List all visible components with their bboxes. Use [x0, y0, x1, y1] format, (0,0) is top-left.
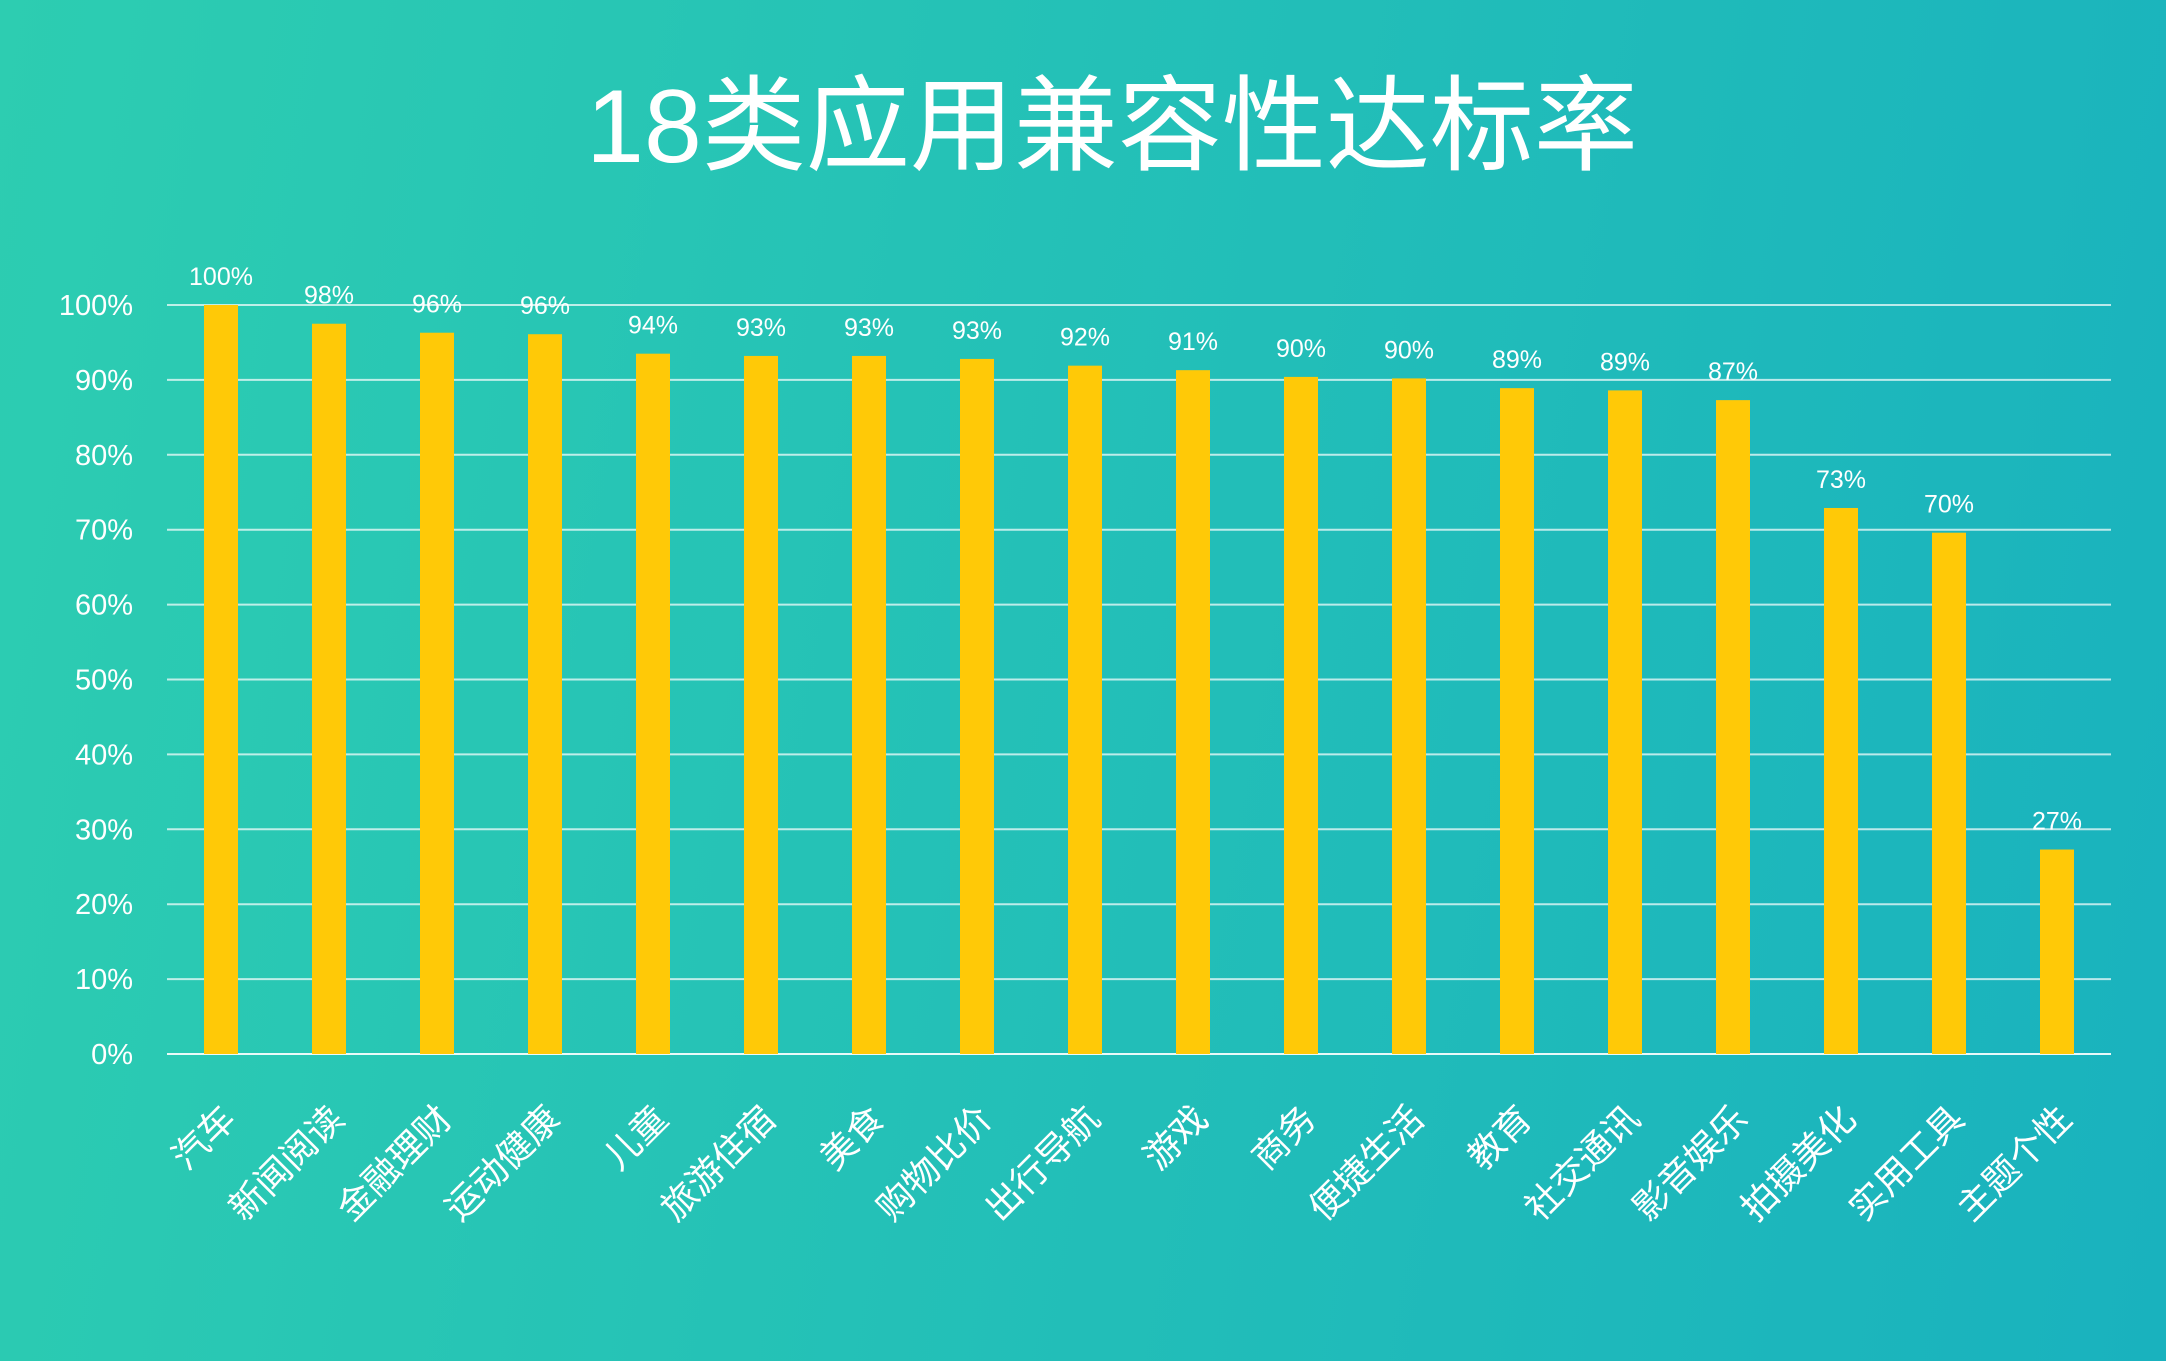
gridlines	[167, 304, 2111, 1055]
data-label-15: 87%	[1708, 358, 1758, 386]
y-tick-label-90: 90%	[75, 365, 133, 397]
x-tick-label-9: 出行导航	[977, 1098, 1108, 1229]
bars	[204, 305, 2074, 1055]
data-label-8: 93%	[952, 317, 1002, 345]
bar-2	[312, 323, 346, 1055]
data-label-2: 98%	[304, 282, 354, 310]
data-label-5: 94%	[628, 312, 678, 340]
x-tick-label-14: 社交通讯	[1517, 1098, 1648, 1229]
y-tick-label-40: 40%	[75, 739, 133, 771]
x-tick-label-18: 主题个性	[1949, 1098, 2080, 1229]
data-label-18: 27%	[2032, 808, 2082, 836]
bar-4	[528, 334, 562, 1054]
y-tick-label-0: 0%	[91, 1039, 133, 1071]
data-label-3: 96%	[412, 291, 462, 319]
bar-13	[1500, 388, 1534, 1054]
data-label-6: 93%	[736, 314, 786, 342]
bar-14	[1608, 390, 1642, 1054]
bar-11	[1284, 376, 1318, 1054]
bar-7	[852, 355, 886, 1054]
x-tick-label-15: 影音娱乐	[1625, 1098, 1756, 1229]
data-label-1: 100%	[189, 263, 253, 291]
data-label-10: 91%	[1168, 328, 1218, 356]
bar-15	[1716, 400, 1750, 1054]
y-tick-label-80: 80%	[75, 440, 133, 472]
data-label-11: 90%	[1276, 335, 1326, 363]
y-tick-label-70: 70%	[75, 515, 133, 547]
data-label-9: 92%	[1060, 324, 1110, 352]
data-label-14: 89%	[1600, 348, 1650, 376]
x-tick-label-3: 金融理财	[329, 1098, 460, 1229]
data-label-16: 73%	[1816, 466, 1866, 494]
x-tick-label-13: 教育	[1460, 1098, 1540, 1178]
bar-16	[1824, 507, 1858, 1054]
bar-5	[636, 353, 670, 1054]
y-tick-label-60: 60%	[75, 590, 133, 622]
bar-12	[1392, 378, 1426, 1055]
data-label-7: 93%	[844, 314, 894, 342]
y-tick-label-10: 10%	[75, 964, 133, 996]
bar-8	[960, 358, 994, 1055]
x-tick-label-5: 儿童	[596, 1098, 676, 1178]
bar-6	[744, 355, 778, 1054]
data-label-4: 96%	[520, 292, 570, 320]
bar-9	[1068, 365, 1102, 1054]
x-tick-label-10: 游戏	[1136, 1098, 1216, 1178]
bar-18	[2040, 849, 2074, 1054]
x-tick-label-12: 便捷生活	[1301, 1098, 1432, 1229]
data-label-17: 70%	[1924, 491, 1974, 519]
data-label-13: 89%	[1492, 346, 1542, 374]
x-tick-label-8: 购物比价	[869, 1098, 1000, 1229]
x-tick-label-1: 汽车	[164, 1098, 244, 1178]
data-label-12: 90%	[1384, 336, 1434, 364]
chart-title: 18类应用兼容性达标率	[586, 69, 1638, 185]
y-tick-label-50: 50%	[75, 665, 133, 697]
x-tick-label-6: 旅游住宿	[653, 1098, 784, 1229]
x-tick-label-7: 美食	[812, 1098, 892, 1178]
x-tick-label-16: 拍摄美化	[1733, 1098, 1864, 1229]
y-axis-labels: 0% 10% 20% 30% 40% 50% 60% 70% 80% 90% 100%	[59, 290, 133, 1071]
y-tick-label-100: 100%	[59, 290, 133, 322]
x-tick-label-2: 新闻阅读	[221, 1098, 352, 1229]
data-labels: 100% 98% 96% 96% 94% 93% 93% 93% 92% 91% 90% 90% 89%…	[189, 263, 2082, 836]
bar-17	[1932, 532, 1966, 1054]
x-tick-label-17: 实用工具	[1841, 1098, 1972, 1229]
bar-1	[204, 305, 238, 1054]
y-tick-label-20: 20%	[75, 889, 133, 921]
bar-3	[420, 332, 454, 1054]
y-tick-label-30: 30%	[75, 814, 133, 846]
x-tick-label-11: 商务	[1244, 1098, 1324, 1178]
bar-10	[1176, 370, 1210, 1055]
x-tick-label-4: 运动健康	[437, 1098, 568, 1229]
